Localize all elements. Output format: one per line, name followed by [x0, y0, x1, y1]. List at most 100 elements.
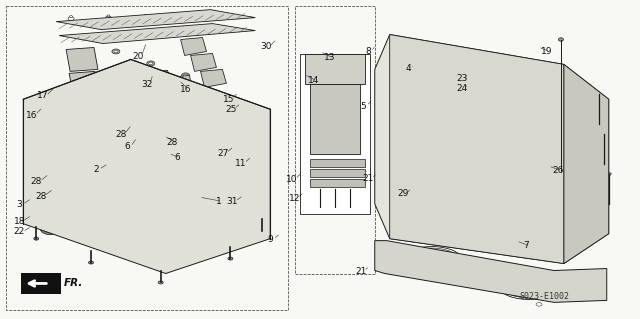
Ellipse shape	[37, 193, 57, 205]
Ellipse shape	[92, 125, 106, 133]
Ellipse shape	[504, 281, 548, 298]
Ellipse shape	[506, 283, 512, 286]
Ellipse shape	[351, 161, 355, 165]
Polygon shape	[148, 70, 170, 84]
Ellipse shape	[426, 57, 433, 62]
Polygon shape	[126, 65, 148, 79]
Text: 6: 6	[125, 142, 131, 151]
Text: 5: 5	[360, 102, 366, 111]
Polygon shape	[59, 24, 255, 43]
Ellipse shape	[499, 145, 508, 151]
Ellipse shape	[427, 98, 436, 104]
Polygon shape	[564, 64, 609, 263]
Ellipse shape	[351, 171, 355, 174]
Ellipse shape	[444, 259, 487, 276]
Ellipse shape	[440, 257, 492, 278]
Ellipse shape	[470, 269, 522, 288]
Ellipse shape	[451, 112, 460, 118]
Ellipse shape	[160, 152, 173, 160]
Text: 24: 24	[456, 85, 468, 93]
Ellipse shape	[506, 81, 513, 86]
Ellipse shape	[114, 50, 118, 53]
Text: 11: 11	[236, 159, 247, 168]
Ellipse shape	[80, 78, 88, 84]
Text: 21: 21	[355, 267, 367, 276]
Polygon shape	[170, 75, 191, 89]
Ellipse shape	[168, 187, 223, 215]
Polygon shape	[375, 34, 609, 263]
Ellipse shape	[180, 15, 186, 19]
Ellipse shape	[82, 99, 90, 105]
Text: S023-E1002: S023-E1002	[519, 292, 569, 301]
FancyBboxPatch shape	[21, 272, 61, 294]
Ellipse shape	[531, 191, 540, 197]
Ellipse shape	[351, 182, 355, 184]
Text: 28: 28	[31, 177, 42, 186]
Ellipse shape	[89, 157, 143, 185]
Ellipse shape	[394, 216, 401, 221]
Ellipse shape	[28, 187, 35, 191]
Ellipse shape	[559, 38, 563, 41]
Text: 16: 16	[180, 85, 192, 94]
Polygon shape	[200, 70, 227, 87]
Text: 27: 27	[218, 149, 229, 158]
Ellipse shape	[485, 147, 505, 161]
Ellipse shape	[506, 242, 513, 247]
Ellipse shape	[470, 137, 520, 172]
Text: 26: 26	[552, 166, 564, 175]
Text: 29: 29	[397, 189, 408, 198]
Text: 10: 10	[286, 175, 298, 184]
Ellipse shape	[394, 47, 401, 52]
Ellipse shape	[478, 142, 512, 166]
Text: 12: 12	[289, 194, 300, 203]
Ellipse shape	[475, 128, 484, 134]
Ellipse shape	[363, 171, 367, 174]
Ellipse shape	[353, 85, 357, 89]
Ellipse shape	[70, 16, 72, 18]
Ellipse shape	[44, 110, 58, 118]
Ellipse shape	[145, 180, 166, 191]
Text: 30: 30	[260, 42, 272, 51]
Ellipse shape	[327, 161, 331, 165]
Text: 14: 14	[308, 76, 319, 85]
Ellipse shape	[88, 261, 93, 264]
Ellipse shape	[388, 140, 397, 148]
Text: 31: 31	[227, 197, 238, 206]
Text: 6: 6	[174, 153, 180, 162]
Polygon shape	[390, 34, 564, 263]
Text: 28: 28	[35, 191, 47, 201]
Ellipse shape	[320, 102, 350, 137]
Ellipse shape	[95, 116, 107, 123]
Text: 3: 3	[17, 200, 22, 209]
Ellipse shape	[182, 73, 189, 78]
Ellipse shape	[327, 171, 331, 174]
Ellipse shape	[147, 61, 155, 66]
Text: 1: 1	[216, 197, 222, 206]
Polygon shape	[69, 71, 99, 93]
Ellipse shape	[144, 14, 147, 16]
Ellipse shape	[413, 248, 456, 265]
Ellipse shape	[112, 137, 126, 145]
Ellipse shape	[182, 13, 184, 16]
Text: 17: 17	[37, 92, 49, 100]
Ellipse shape	[31, 133, 51, 145]
Ellipse shape	[474, 270, 518, 287]
Ellipse shape	[28, 127, 35, 131]
Ellipse shape	[483, 161, 492, 167]
Ellipse shape	[64, 122, 78, 130]
Text: 28: 28	[115, 130, 127, 138]
Polygon shape	[375, 241, 607, 302]
Ellipse shape	[333, 205, 337, 208]
Text: 13: 13	[324, 53, 336, 62]
Ellipse shape	[536, 303, 542, 306]
Text: 4: 4	[405, 64, 411, 73]
Text: 32: 32	[141, 80, 152, 89]
Ellipse shape	[429, 84, 449, 98]
Ellipse shape	[392, 267, 397, 270]
Ellipse shape	[329, 63, 341, 71]
Ellipse shape	[28, 157, 35, 161]
Ellipse shape	[78, 56, 86, 62]
Ellipse shape	[188, 155, 202, 163]
Text: 22: 22	[13, 227, 25, 236]
Ellipse shape	[447, 96, 456, 102]
